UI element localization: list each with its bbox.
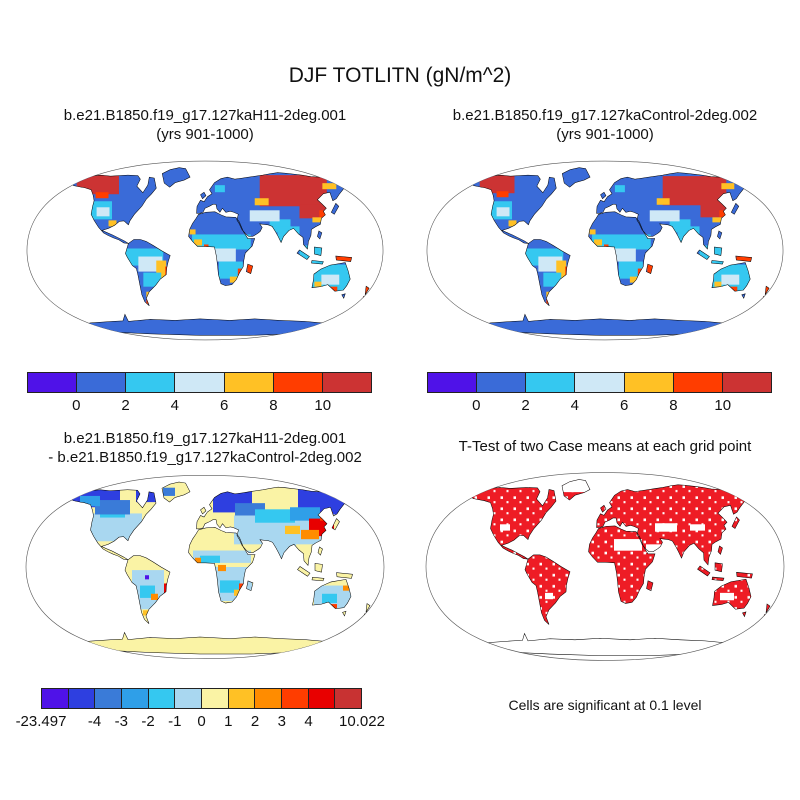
years-range: (yrs 901-1000) (556, 126, 654, 143)
panel-title-bottom-left: b.e21.B1850.f19_g17.127kaH11-2deg.001 - … (20, 429, 390, 467)
colorbar-cell (722, 373, 771, 392)
colorbar-tick-label: 1 (224, 713, 233, 730)
colorbar-tick-label: 6 (619, 397, 629, 414)
colorbar-mean-h11: 0 2 4 6 8 10 (27, 372, 372, 415)
colorbar-tick-label: 6 (219, 397, 229, 414)
colorbar-cell (28, 373, 78, 392)
colorbar-tick-label: 2 (250, 713, 260, 730)
colorbar-tick-label: -2 (141, 713, 155, 730)
colorbar-tick-label: -1 (168, 713, 182, 730)
colorbar-bar (427, 372, 772, 393)
colorbar-bar (27, 372, 372, 393)
colorbar-cell (575, 373, 625, 392)
colorbar-cell (428, 373, 478, 392)
data-cells (479, 174, 770, 304)
colorbar-cell (322, 373, 371, 392)
colorbar-cell (282, 689, 309, 708)
colorbar-tick-label: 0 (72, 397, 81, 414)
colorbar-cell (95, 689, 123, 708)
colorbar-tick-label: 2 (521, 397, 530, 414)
colorbar-tick-label: 2 (121, 397, 130, 414)
colorbar-cell (77, 373, 127, 392)
colorbar-cell (126, 373, 176, 392)
diff-case-2: - b.e21.B1850.f19_g17.127kaControl-2deg.… (48, 449, 362, 466)
colorbar-tick-label: 10 (714, 397, 732, 414)
colorbar-difference: -23.497 -4 -3 -2 -1 0 1 2 3 4 10.022 (16, 688, 385, 731)
colorbar-cell (228, 689, 256, 708)
colorbar-cell (68, 689, 96, 708)
colorbar-mean-control: 0 2 4 6 8 10 (427, 372, 772, 415)
colorbar-cell (122, 689, 149, 708)
figure-title: DJF TOTLITN (gN/m^2) (288, 64, 512, 87)
colorbar-bar (41, 688, 362, 709)
significance-caption: Cells are significant at 0.1 level (508, 697, 702, 713)
panel-title-top-right: b.e21.B1850.f19_g17.127kaControl-2deg.00… (420, 106, 790, 144)
colorbar-cell (42, 689, 69, 708)
colorbar-tick-row: 0 2 4 6 8 10 (27, 397, 372, 415)
colorbar-tick-label: -4 (87, 713, 102, 730)
colorbar-tick-row: -23.497 -4 -3 -2 -1 0 1 2 3 4 10.022 (16, 713, 385, 731)
case-name-control: b.e21.B1850.f19_g17.127kaControl-2deg.00… (452, 107, 758, 124)
colorbar-cell (148, 689, 176, 708)
colorbar-cell (175, 689, 203, 708)
colorbar-cell (673, 373, 723, 392)
colorbar-tick-label: 8 (269, 397, 278, 414)
colorbar-tick-row: 0 2 4 6 8 10 (427, 397, 772, 415)
diff-case-1: b.e21.B1850.f19_g17.127kaH11-2deg.001 (63, 430, 347, 447)
map-land-layer (470, 168, 770, 336)
colorbar-cell (175, 373, 225, 392)
map-ttest (425, 472, 785, 661)
colorbar-tick-label: 4 (304, 713, 313, 730)
colorbar-cell (335, 689, 362, 708)
colorbar-tick-label: 10.022 (339, 713, 385, 730)
case-name-h11: b.e21.B1850.f19_g17.127kaH11-2deg.001 (63, 107, 347, 124)
colorbar-tick-label: 8 (669, 397, 678, 414)
ttest-title: T-Test of two Case means at each grid po… (458, 438, 752, 455)
colorbar-tick-label: -23.497 (15, 713, 67, 730)
colorbar-cell (273, 373, 323, 392)
colorbar-tick-label: 10 (314, 397, 332, 414)
map-control-mean (426, 160, 784, 341)
colorbar-cell (477, 373, 527, 392)
map-difference (25, 475, 385, 659)
colorbar-tick-label: 0 (197, 713, 206, 730)
colorbar-cell (255, 689, 283, 708)
colorbar-cell (624, 373, 674, 392)
panel-title-top-left: b.e21.B1850.f19_g17.127kaH11-2deg.001 (y… (20, 106, 390, 144)
colorbar-cell (308, 689, 336, 708)
colorbar-tick-label: -3 (114, 713, 128, 730)
map-h11-mean (26, 160, 384, 341)
colorbar-cell (526, 373, 576, 392)
colorbar-tick-label: 3 (277, 713, 286, 730)
years-range: (yrs 901-1000) (156, 126, 254, 143)
colorbar-tick-label: 4 (170, 397, 180, 414)
colorbar-cell (224, 373, 274, 392)
colorbar-tick-label: 4 (570, 397, 580, 414)
colorbar-cell (202, 689, 229, 708)
colorbar-tick-label: 0 (472, 397, 481, 414)
